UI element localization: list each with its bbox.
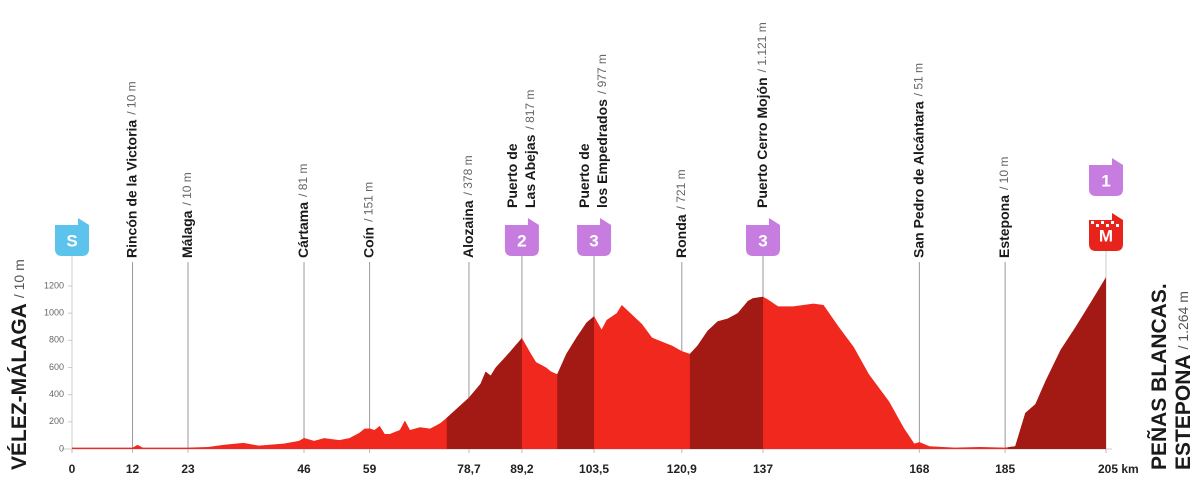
x-tick-label: 0 <box>69 462 76 476</box>
waypoint-label-line: Estepona <box>996 195 1012 258</box>
badge-shape <box>504 218 539 256</box>
waypoint-label: Las Abejas / 817 m <box>522 90 538 208</box>
finish-name-line: PEÑAS BLANCAS. <box>1148 283 1171 470</box>
badge-label: 2 <box>517 231 526 250</box>
altitude: / 10 m <box>180 172 194 205</box>
x-tick-label: 89,2 <box>510 462 534 476</box>
x-tick-label: 168 <box>909 462 929 476</box>
waypoint-label: Estepona / 10 m <box>996 157 1012 258</box>
finish-name: ESTEPONA / 1.264 m <box>1172 291 1195 470</box>
waypoint-label-line: Coín <box>360 227 376 258</box>
waypoint-label: San Pedro de Alcántara / 51 m <box>910 63 926 258</box>
badge-shape <box>1089 213 1123 251</box>
waypoint-label-line: Puerto de <box>504 143 520 208</box>
x-tick-label: 205 km <box>1098 462 1139 476</box>
altitude: / 817 m <box>523 90 537 130</box>
y-tick-label: 1000 <box>44 308 64 318</box>
waypoint-label-line: Alozaina <box>460 200 476 258</box>
x-tick-label: 78,7 <box>457 462 481 476</box>
altitude: / 10 m <box>11 259 27 298</box>
x-tick-label: 185 <box>995 462 1015 476</box>
altitude: / 1.121 m <box>755 22 769 72</box>
badge-label: M <box>1099 226 1113 245</box>
badge-shape <box>1089 158 1123 196</box>
waypoint-label-line: Cártama <box>295 202 311 258</box>
x-tick-label: 23 <box>181 462 195 476</box>
x-tick-label: 12 <box>126 462 140 476</box>
altitude: / 151 m <box>362 182 376 222</box>
checker <box>1091 221 1094 224</box>
waypoint-label: los Empedrados / 977 m <box>594 54 610 208</box>
altitude: / 378 m <box>461 155 475 195</box>
badge-label: S <box>66 231 77 250</box>
mountain-badge: 2 <box>504 218 539 256</box>
x-tick-label: 137 <box>753 462 773 476</box>
waypoint-label: Puerto de <box>576 143 592 208</box>
waypoint-label: Puerto de <box>504 143 520 208</box>
checker <box>1111 221 1114 224</box>
y-tick-label: 800 <box>49 335 64 345</box>
y-tick-label: 1200 <box>44 280 64 290</box>
checker <box>1106 224 1109 227</box>
waypoint-label-line: Las Abejas <box>522 134 538 208</box>
waypoint-label-line: Puerto Cerro Mojón <box>754 77 770 208</box>
x-tick-label: 59 <box>363 462 377 476</box>
start-badge: S <box>55 218 89 256</box>
waypoint-label-line: los Empedrados <box>594 99 610 208</box>
climb-section <box>446 338 522 449</box>
mountain-badge: 1 <box>1089 158 1123 196</box>
mountain-badge: 3 <box>746 218 781 256</box>
altitude: / 721 m <box>674 169 688 209</box>
altitude: / 51 m <box>912 63 926 96</box>
badge-shape <box>746 218 781 256</box>
altitude: / 10 m <box>997 157 1011 190</box>
y-tick-label: 0 <box>59 443 64 453</box>
finish-name: PEÑAS BLANCAS. <box>1148 283 1171 470</box>
badge-shape <box>577 218 612 256</box>
climb-section <box>689 296 764 449</box>
badge-label: 3 <box>589 231 598 250</box>
start-name-line: VÉLEZ-MÁLAGA <box>8 303 31 470</box>
checker <box>1096 224 1099 227</box>
checker <box>1101 221 1104 224</box>
start-name: VÉLEZ-MÁLAGA / 10 m <box>8 259 31 470</box>
waypoint-label-line: Ronda <box>673 214 689 258</box>
badge-shape <box>55 218 89 256</box>
y-tick-label: 400 <box>49 389 64 399</box>
waypoint-label-line: San Pedro de Alcántara <box>910 101 926 258</box>
x-tick-label: 46 <box>297 462 311 476</box>
y-tick-label: 600 <box>49 362 64 372</box>
badge-label: 1 <box>1101 171 1110 190</box>
waypoint-label: Coín / 151 m <box>360 182 376 258</box>
waypoint-label: Ronda / 721 m <box>673 169 689 258</box>
altitude: / 1.264 m <box>1175 291 1191 349</box>
y-tick-label: 200 <box>49 416 64 426</box>
altitude: / 10 m <box>125 81 139 114</box>
waypoint-label: Alozaina / 378 m <box>460 155 476 258</box>
climb-section <box>1008 277 1106 449</box>
waypoint-label-line: Puerto de <box>576 143 592 208</box>
climb-section <box>557 316 595 449</box>
waypoint-label: Cártama / 81 m <box>295 164 311 258</box>
waypoint-label-line: Rincón de la Victoria <box>123 120 139 258</box>
finish-name-line: ESTEPONA <box>1172 354 1195 470</box>
badge-label: 3 <box>758 231 767 250</box>
mountain-badge: 3 <box>577 218 612 256</box>
x-tick-label: 120,9 <box>667 462 697 476</box>
finish-badge: M <box>1089 213 1123 251</box>
waypoint-label: Málaga / 10 m <box>179 172 195 258</box>
x-tick-label: 103,5 <box>579 462 609 476</box>
waypoint-label: Rincón de la Victoria / 10 m <box>123 81 139 258</box>
altitude: / 81 m <box>296 164 310 197</box>
altitude: / 977 m <box>595 54 609 94</box>
waypoint-label-line: Málaga <box>179 210 195 258</box>
waypoint-label: Puerto Cerro Mojón / 1.121 m <box>754 22 770 208</box>
checker <box>1116 224 1119 227</box>
